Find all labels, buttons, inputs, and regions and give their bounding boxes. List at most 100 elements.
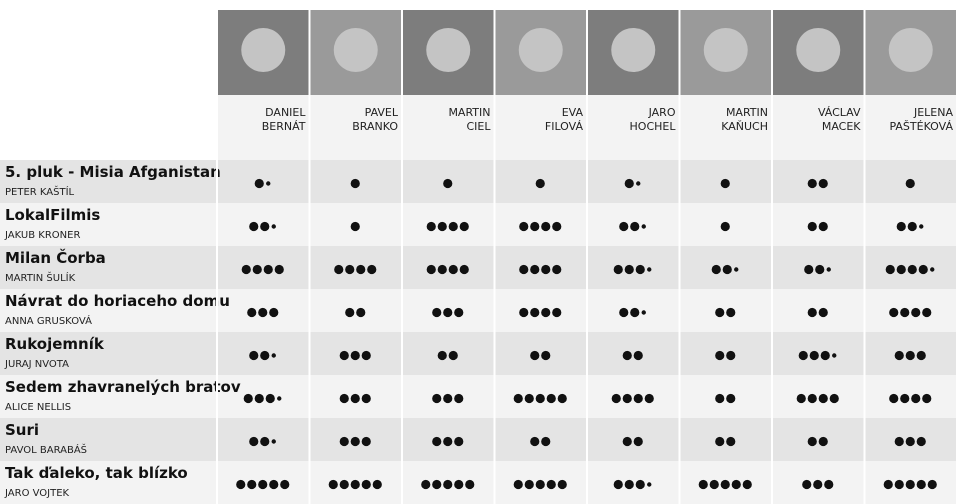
critic-first: VÁCLAV	[818, 106, 861, 119]
full-dot	[623, 351, 632, 360]
full-dot	[514, 394, 523, 403]
film-director: JARO VOJTEK	[4, 488, 70, 499]
photo-head	[704, 28, 748, 72]
full-dot	[819, 437, 828, 446]
full-dot	[895, 480, 904, 489]
film-director: PAVOL BARABÁŠ	[5, 443, 87, 456]
full-dot	[465, 480, 474, 489]
full-dot	[351, 222, 360, 231]
full-dot	[911, 394, 920, 403]
full-dot	[732, 480, 741, 489]
full-dot	[247, 480, 256, 489]
rating	[536, 179, 545, 188]
full-dot	[710, 480, 719, 489]
full-dot	[454, 394, 463, 403]
full-dot	[552, 308, 561, 317]
rating	[895, 437, 926, 446]
full-dot	[373, 480, 382, 489]
full-dot	[460, 265, 469, 274]
full-dot	[625, 265, 634, 274]
full-dot	[443, 480, 452, 489]
half-dot	[277, 396, 281, 400]
full-dot	[906, 480, 915, 489]
full-dot	[530, 351, 539, 360]
full-dot	[530, 265, 539, 274]
full-dot	[922, 394, 931, 403]
rating	[351, 179, 360, 188]
full-dot	[917, 480, 926, 489]
critic-last: BERNÁT	[262, 120, 306, 133]
full-dot	[454, 480, 463, 489]
full-dot	[889, 308, 898, 317]
full-dot	[917, 437, 926, 446]
half-dot	[642, 310, 646, 314]
full-dot	[721, 179, 730, 188]
full-dot	[427, 222, 436, 231]
full-dot	[443, 308, 452, 317]
full-dot	[258, 308, 267, 317]
film-director: MARTIN ŠULÍK	[5, 271, 76, 284]
film-title: Suri	[5, 421, 39, 439]
half-dot	[642, 224, 646, 228]
full-dot	[329, 480, 338, 489]
full-dot	[362, 394, 371, 403]
half-dot	[636, 181, 640, 185]
full-dot	[351, 351, 360, 360]
full-dot	[525, 394, 534, 403]
full-dot	[356, 265, 365, 274]
full-dot	[264, 265, 273, 274]
full-dot	[340, 480, 349, 489]
full-dot	[715, 437, 724, 446]
full-dot	[547, 480, 556, 489]
full-dot	[810, 351, 819, 360]
full-dot	[726, 351, 735, 360]
full-dot	[819, 394, 828, 403]
full-dot	[547, 394, 556, 403]
photo-head	[611, 28, 655, 72]
full-dot	[726, 394, 735, 403]
full-dot	[362, 480, 371, 489]
full-dot	[269, 308, 278, 317]
full-dot	[900, 394, 909, 403]
full-dot	[530, 437, 539, 446]
critic-first: JARO	[648, 106, 676, 119]
full-dot	[824, 480, 833, 489]
full-dot	[908, 222, 917, 231]
rating	[802, 480, 833, 489]
full-dot	[908, 265, 917, 274]
full-dot	[253, 265, 262, 274]
full-dot	[421, 480, 430, 489]
full-dot	[345, 265, 354, 274]
full-dot	[525, 480, 534, 489]
full-dot	[743, 480, 752, 489]
full-dot	[715, 308, 724, 317]
half-dot	[930, 267, 934, 271]
film-director: PETER KAŠTÍL	[5, 185, 75, 198]
full-dot	[362, 437, 371, 446]
rating	[432, 308, 463, 317]
full-dot	[721, 222, 730, 231]
half-dot	[827, 267, 831, 271]
full-dot	[266, 394, 275, 403]
full-dot	[808, 222, 817, 231]
rating	[721, 179, 730, 188]
full-dot	[922, 308, 931, 317]
critic-last: PAŠTÉKOVÁ	[889, 120, 953, 133]
photo-head	[334, 28, 378, 72]
full-dot	[634, 351, 643, 360]
full-dot	[813, 480, 822, 489]
film-title: Návrat do horiaceho domu	[5, 292, 230, 310]
full-dot	[247, 308, 256, 317]
full-dot	[808, 437, 817, 446]
full-dot	[906, 351, 915, 360]
critic-first: PAVEL	[365, 106, 399, 119]
critic-first: JELENA	[913, 106, 954, 119]
critic-last: HOCHEL	[630, 120, 677, 133]
full-dot	[541, 308, 550, 317]
film-title: Milan Čorba	[5, 248, 106, 267]
half-dot	[272, 439, 276, 443]
full-dot	[712, 265, 721, 274]
full-dot	[634, 394, 643, 403]
half-dot	[832, 353, 836, 357]
full-dot	[244, 394, 253, 403]
